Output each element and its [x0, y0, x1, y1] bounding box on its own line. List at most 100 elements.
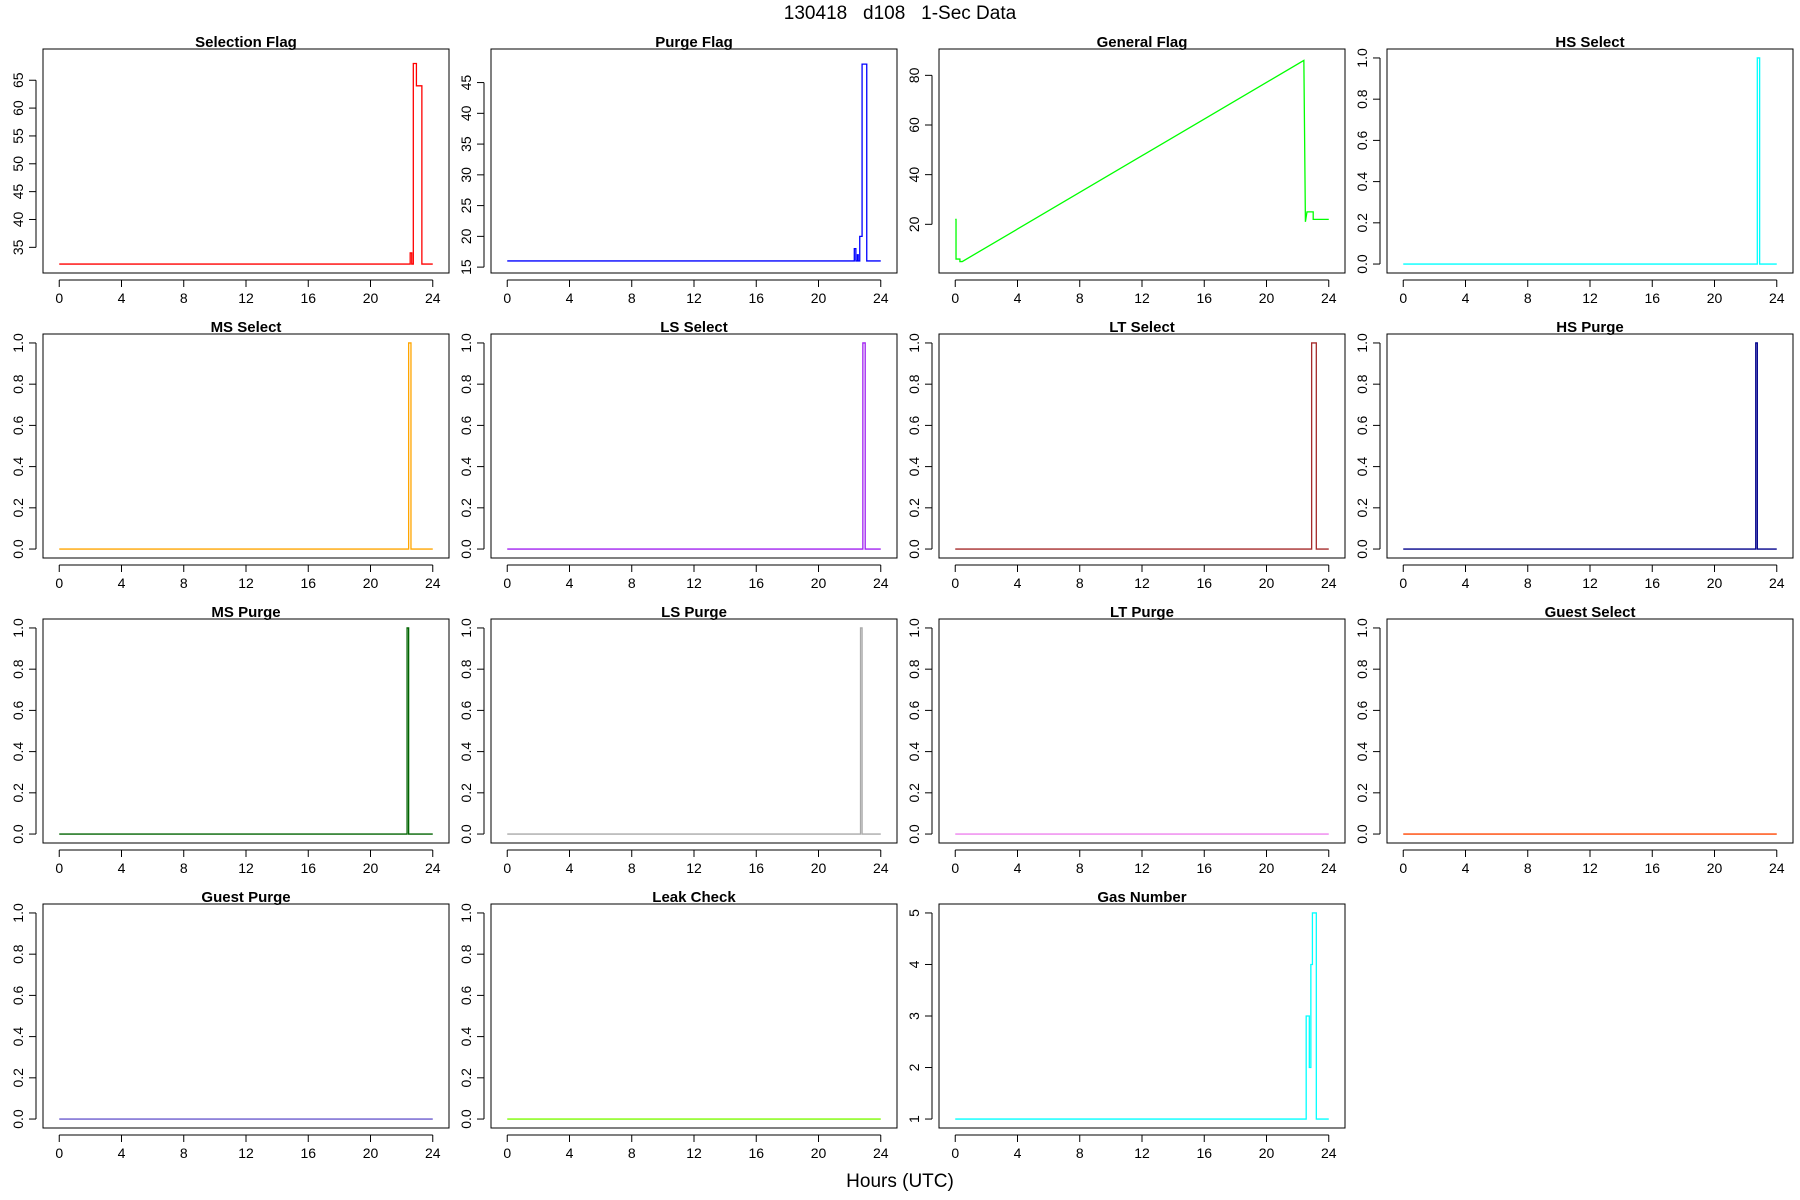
x-tick-label: 24	[1769, 290, 1785, 306]
plot-frame	[490, 48, 898, 274]
x-tick-label: 4	[1462, 575, 1470, 591]
y-tick-label: 1.0	[906, 333, 922, 353]
x-tick-label: 0	[951, 290, 959, 306]
data-line	[59, 342, 433, 550]
x-tick-label: 16	[748, 575, 764, 591]
data-line	[1403, 342, 1777, 550]
x-tick-label: 4	[566, 1145, 574, 1161]
y-tick-label: 0.6	[458, 700, 474, 720]
y-tick-label: 35	[458, 136, 474, 152]
x-tick-label: 16	[1196, 575, 1212, 591]
y-tick-label: 0.2	[906, 498, 922, 518]
y-tick-label: 0.2	[1354, 498, 1370, 518]
x-tick-label: 20	[811, 575, 827, 591]
y-tick-label: 0.2	[1354, 213, 1370, 233]
x-tick-label: 24	[1321, 860, 1337, 876]
x-tick-label: 8	[1076, 575, 1084, 591]
y-tick-label: 4	[906, 960, 922, 968]
y-tick-label: 0.2	[10, 498, 26, 518]
y-tick-label: 0.6	[906, 700, 922, 720]
panel-title: HS Purge	[1556, 319, 1624, 336]
y-tick-label: 0.4	[458, 457, 474, 477]
panel-lt-select: LT Select 0 4 8 12 16 20 24 0.0 0.2 0.4 0.6 0.8 1.0	[906, 319, 1346, 591]
x-tick-label: 20	[1707, 860, 1723, 876]
x-tick-label: 12	[1134, 860, 1150, 876]
panel-leak-check: Leak Check 0 4 8 12 16 20 24 0.0 0.2 0.4 0.6 0.8 1.0	[458, 889, 898, 1161]
x-tick-label: 4	[1014, 290, 1022, 306]
plot-frame	[490, 903, 898, 1129]
x-tick-label: 0	[503, 290, 511, 306]
x-tick-label: 4	[1014, 1145, 1022, 1161]
data-line	[955, 342, 1329, 550]
y-tick-label: 0.0	[458, 1109, 474, 1129]
data-line	[507, 342, 881, 550]
y-tick-label: 1.0	[1354, 333, 1370, 353]
x-tick-label: 20	[1707, 575, 1723, 591]
y-tick-label: 50	[10, 156, 26, 172]
x-tick-label: 8	[628, 575, 636, 591]
x-tick-label: 12	[238, 575, 254, 591]
y-tick-label: 0.2	[10, 783, 26, 803]
plot-frame	[938, 333, 1346, 559]
y-tick-label: 0.4	[10, 742, 26, 762]
plot-frame	[42, 618, 450, 844]
x-tick-label: 24	[873, 290, 889, 306]
x-tick-label: 12	[686, 575, 702, 591]
y-tick-label: 1.0	[458, 333, 474, 353]
x-tick-label: 8	[1076, 290, 1084, 306]
panel-purge-flag: Purge Flag 0 4 8 12 16 20 24 15 20 25 30 35 40 45	[458, 34, 898, 306]
y-tick-label: 40	[10, 211, 26, 227]
y-tick-label: 1.0	[458, 618, 474, 638]
x-tick-label: 24	[1769, 575, 1785, 591]
panel-lt-purge: LT Purge 0 4 8 12 16 20 24 0.0 0.2 0.4 0.6 0.8 1.0	[906, 604, 1346, 876]
x-tick-label: 24	[425, 860, 441, 876]
y-tick-label: 0.6	[1354, 130, 1370, 150]
x-tick-label: 24	[425, 290, 441, 306]
y-tick-label: 30	[458, 167, 474, 183]
y-tick-label: 0.2	[1354, 783, 1370, 803]
x-tick-label: 8	[628, 1145, 636, 1161]
y-tick-label: 0.0	[458, 824, 474, 844]
y-tick-label: 0.0	[906, 824, 922, 844]
y-tick-label: 20	[458, 228, 474, 244]
x-tick-label: 20	[811, 290, 827, 306]
y-tick-label: 0.0	[1354, 254, 1370, 274]
y-tick-label: 25	[458, 198, 474, 214]
x-tick-label: 12	[1582, 575, 1598, 591]
plot-frame	[938, 903, 1346, 1129]
y-tick-label: 0.6	[10, 985, 26, 1005]
y-tick-label: 0.8	[458, 659, 474, 679]
y-tick-label: 1.0	[906, 618, 922, 638]
y-tick-label: 1.0	[10, 618, 26, 638]
y-tick-label: 3	[906, 1012, 922, 1020]
y-tick-label: 0.6	[458, 985, 474, 1005]
x-tick-label: 20	[1707, 290, 1723, 306]
x-tick-label: 24	[873, 575, 889, 591]
y-tick-label: 0.0	[10, 1109, 26, 1129]
x-tick-label: 20	[811, 1145, 827, 1161]
y-tick-label: 0.8	[1354, 89, 1370, 109]
data-line	[507, 63, 881, 262]
y-tick-label: 0.6	[458, 415, 474, 435]
x-tick-label: 20	[363, 1145, 379, 1161]
y-tick-label: 0.2	[458, 498, 474, 518]
x-tick-label: 12	[1582, 860, 1598, 876]
x-tick-label: 4	[118, 860, 126, 876]
y-tick-label: 0.2	[458, 1068, 474, 1088]
panel-title: LT Purge	[1110, 604, 1174, 621]
x-tick-label: 8	[1524, 860, 1532, 876]
data-line	[1403, 57, 1777, 265]
x-tick-label: 8	[180, 575, 188, 591]
x-tick-label: 20	[811, 860, 827, 876]
x-tick-label: 12	[238, 860, 254, 876]
x-tick-label: 24	[1769, 860, 1785, 876]
x-tick-label: 0	[1399, 575, 1407, 591]
y-tick-label: 45	[458, 75, 474, 91]
x-tick-label: 4	[1014, 575, 1022, 591]
y-tick-label: 0.0	[1354, 824, 1370, 844]
x-tick-label: 4	[1462, 290, 1470, 306]
panel-ls-select: LS Select 0 4 8 12 16 20 24 0.0 0.2 0.4 0.6 0.8 1.0	[458, 319, 898, 591]
y-tick-label: 1.0	[458, 903, 474, 923]
y-tick-label: 40	[458, 105, 474, 121]
